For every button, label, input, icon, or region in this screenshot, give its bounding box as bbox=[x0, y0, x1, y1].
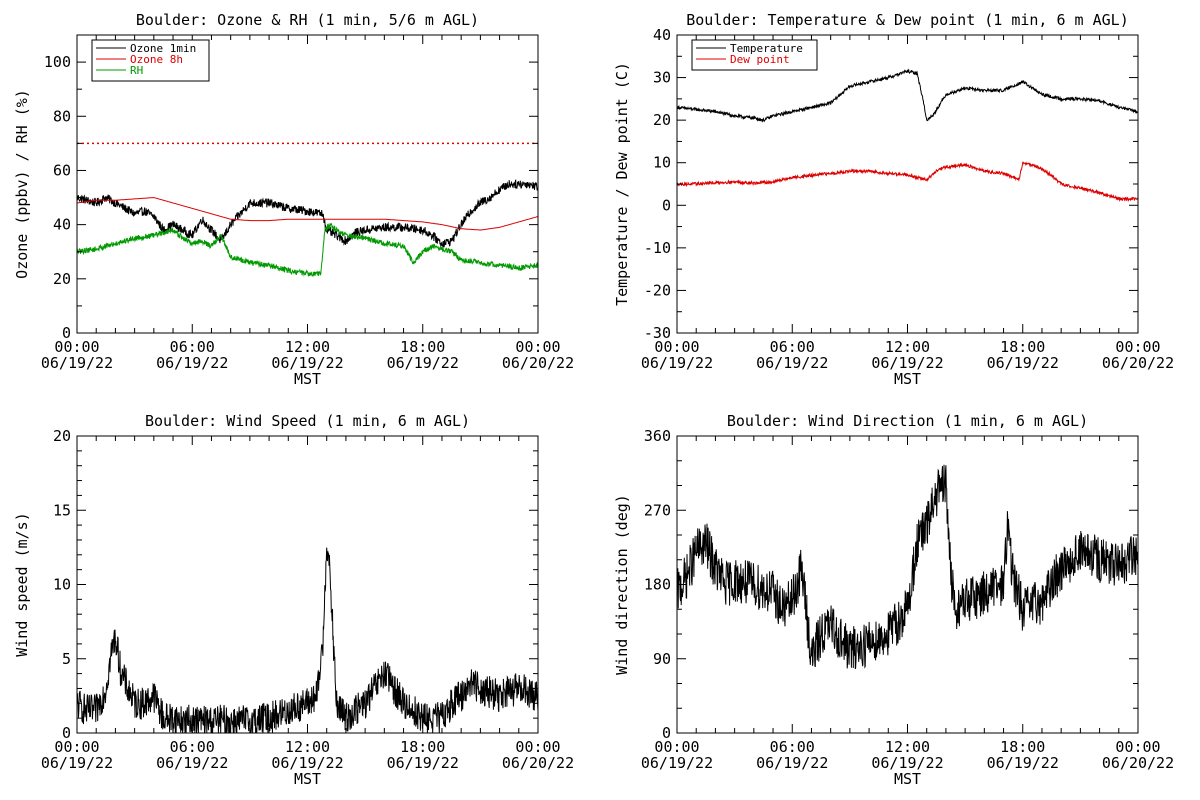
y-tick-label: 360 bbox=[644, 427, 671, 445]
x-tick-date: 06/19/22 bbox=[387, 754, 459, 772]
x-tick-date: 06/19/22 bbox=[271, 354, 343, 372]
y-tick-label: 10 bbox=[53, 576, 71, 594]
legend-label: RH bbox=[130, 64, 143, 77]
y-tick-label: 30 bbox=[653, 69, 671, 87]
x-tick-time: 18:00 bbox=[1000, 338, 1045, 356]
y-axis-label: Wind direction (deg) bbox=[613, 494, 631, 675]
x-tick-date: 06/19/22 bbox=[871, 354, 943, 372]
x-tick-time: 06:00 bbox=[170, 738, 215, 756]
y-tick-label: -30 bbox=[644, 324, 671, 342]
x-tick-time: 18:00 bbox=[400, 738, 445, 756]
y-tick-label: 0 bbox=[662, 196, 671, 214]
x-tick-date: 06/20/22 bbox=[1102, 754, 1174, 772]
series-line-1 bbox=[677, 464, 1138, 670]
y-tick-label: 20 bbox=[653, 111, 671, 129]
series-line-2 bbox=[677, 161, 1138, 203]
x-tick-date: 06/19/22 bbox=[987, 354, 1059, 372]
series-line-3 bbox=[77, 222, 538, 278]
x-tick-date: 06/20/22 bbox=[1102, 354, 1174, 372]
series-line-1 bbox=[677, 68, 1138, 123]
x-axis-label: MST bbox=[294, 770, 321, 788]
x-tick-time: 12:00 bbox=[885, 338, 930, 356]
x-tick-time: 18:00 bbox=[400, 338, 445, 356]
y-tick-label: 80 bbox=[53, 107, 71, 125]
y-tick-label: 90 bbox=[653, 650, 671, 668]
chart-panel-3: Boulder: Wind Speed (1 min, 6 m AGL) 0 5 10… bbox=[13, 412, 574, 788]
series-line-1 bbox=[77, 179, 538, 248]
y-tick-label: 0 bbox=[62, 324, 71, 342]
x-tick-time: 12:00 bbox=[285, 738, 330, 756]
y-tick-label: -10 bbox=[644, 239, 671, 257]
x-tick-time: 06:00 bbox=[770, 338, 815, 356]
x-tick-time: 00:00 bbox=[654, 338, 699, 356]
x-tick-date: 06/19/22 bbox=[641, 754, 713, 772]
x-tick-date: 06/19/22 bbox=[156, 354, 228, 372]
x-tick-time: 00:00 bbox=[54, 738, 99, 756]
x-axis-label: MST bbox=[894, 370, 921, 388]
x-tick-time: 00:00 bbox=[515, 738, 560, 756]
y-tick-label: 0 bbox=[62, 724, 71, 742]
y-axis-label: Ozone (ppbv) / RH (%) bbox=[13, 89, 31, 279]
x-tick-date: 06/19/22 bbox=[641, 354, 713, 372]
y-tick-label: 270 bbox=[644, 501, 671, 519]
x-tick-time: 00:00 bbox=[1115, 738, 1160, 756]
y-tick-label: 10 bbox=[653, 154, 671, 172]
y-tick-label: 20 bbox=[53, 427, 71, 445]
x-tick-time: 12:00 bbox=[885, 738, 930, 756]
chart-title: Boulder: Wind Direction (1 min, 6 m AGL) bbox=[727, 412, 1088, 430]
x-tick-time: 00:00 bbox=[1115, 338, 1160, 356]
x-tick-time: 00:00 bbox=[54, 338, 99, 356]
chart-panel-2: Boulder: Temperature & Dew point (1 min,… bbox=[613, 11, 1174, 388]
x-tick-date: 06/19/22 bbox=[987, 754, 1059, 772]
series-line-2 bbox=[77, 196, 538, 231]
x-tick-time: 00:00 bbox=[515, 338, 560, 356]
y-axis-label: Wind speed (m/s) bbox=[13, 512, 31, 657]
legend-label: Temperature bbox=[730, 42, 803, 55]
y-tick-label: 0 bbox=[662, 724, 671, 742]
y-tick-label: 180 bbox=[644, 576, 671, 594]
y-tick-label: 5 bbox=[62, 650, 71, 668]
x-tick-date: 06/19/22 bbox=[156, 754, 228, 772]
x-tick-date: 06/19/22 bbox=[756, 354, 828, 372]
x-tick-time: 06:00 bbox=[770, 738, 815, 756]
y-tick-label: 60 bbox=[53, 161, 71, 179]
x-tick-date: 06/19/22 bbox=[871, 754, 943, 772]
y-tick-label: 100 bbox=[44, 53, 71, 71]
x-tick-date: 06/19/22 bbox=[41, 754, 113, 772]
chart-panel-4: Boulder: Wind Direction (1 min, 6 m AGL)… bbox=[613, 412, 1174, 788]
y-axis-label: Temperature / Dew point (C) bbox=[613, 62, 631, 306]
x-tick-date: 06/20/22 bbox=[502, 754, 574, 772]
legend-label: Dew point bbox=[730, 53, 790, 66]
x-tick-date: 06/19/22 bbox=[271, 754, 343, 772]
y-tick-label: 40 bbox=[53, 216, 71, 234]
x-tick-time: 06:00 bbox=[170, 338, 215, 356]
y-tick-label: 15 bbox=[53, 501, 71, 519]
legend-label: Ozone 8h bbox=[130, 53, 183, 66]
x-tick-date: 06/19/22 bbox=[387, 354, 459, 372]
chart-title: Boulder: Ozone & RH (1 min, 5/6 m AGL) bbox=[136, 11, 479, 29]
chart-panel-1: Boulder: Ozone & RH (1 min, 5/6 m AGL) 0 2… bbox=[13, 11, 574, 388]
x-tick-date: 06/20/22 bbox=[502, 354, 574, 372]
legend-label: Ozone 1min bbox=[130, 42, 196, 55]
series-line-1 bbox=[77, 547, 538, 733]
x-tick-time: 12:00 bbox=[285, 338, 330, 356]
x-tick-date: 06/19/22 bbox=[41, 354, 113, 372]
x-axis-label: MST bbox=[294, 370, 321, 388]
x-axis-label: MST bbox=[894, 770, 921, 788]
y-tick-label: -20 bbox=[644, 281, 671, 299]
y-tick-label: 40 bbox=[653, 26, 671, 44]
x-tick-time: 18:00 bbox=[1000, 738, 1045, 756]
x-tick-date: 06/19/22 bbox=[756, 754, 828, 772]
chart-title: Boulder: Temperature & Dew point (1 min,… bbox=[686, 11, 1129, 29]
y-tick-label: 20 bbox=[53, 270, 71, 288]
chart-title: Boulder: Wind Speed (1 min, 6 m AGL) bbox=[145, 412, 470, 430]
x-tick-time: 00:00 bbox=[654, 738, 699, 756]
